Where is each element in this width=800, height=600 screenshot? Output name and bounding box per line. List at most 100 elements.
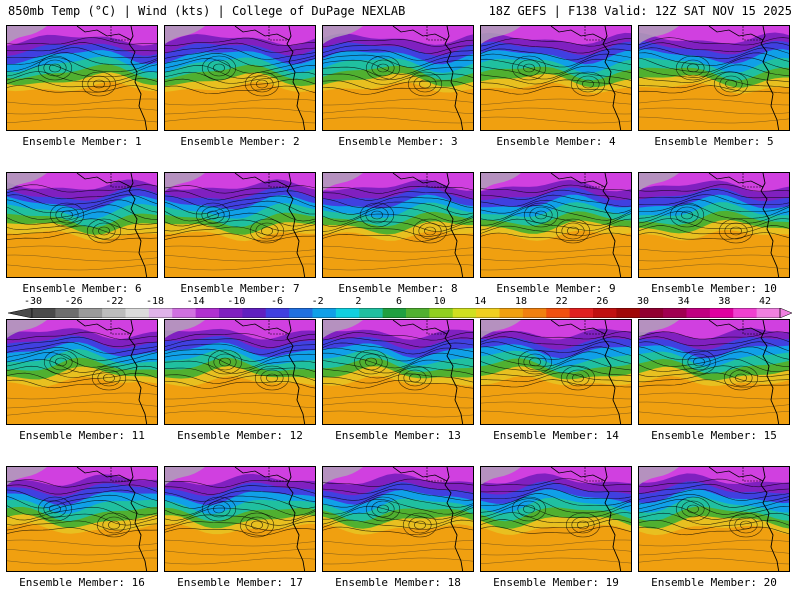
wind-contour [323,254,473,262]
wind-contour [323,380,473,389]
wind-contour [7,513,157,526]
wind-contour [639,98,789,106]
circulation-contour [250,75,274,93]
ensemble-map-panel [164,172,316,278]
wind-contour [481,488,631,500]
coastline [708,173,764,188]
circulation-contour [87,75,111,93]
wind-contour [7,204,157,220]
coastline [76,320,132,335]
colorbar-swatch [499,308,524,318]
wind-contour [481,194,631,207]
circulation-contour [687,353,711,371]
temperature-map [165,467,315,571]
wind-contour [481,526,631,534]
circulation-contour [730,226,742,236]
wind-contour [323,392,473,399]
colorbar-tick-label: -30 [23,296,43,307]
circulation-contour [576,75,600,93]
circulation-contour [93,79,105,89]
wind-contour [7,341,157,354]
political-border [742,173,763,188]
wind-contour [639,505,789,520]
polar-airmass [165,26,205,44]
circulation-contour [207,349,243,375]
wind-contour [165,507,315,521]
circulation-contour [669,202,705,228]
coastline [128,467,148,571]
wind-contour [7,484,157,495]
wind-contour [639,225,789,235]
coastline [550,173,606,188]
coastline [392,320,448,335]
colorbar-swatch [219,308,243,318]
wind-contour [7,549,157,556]
temperature-band [481,320,631,340]
wind-contour [481,199,631,214]
circulation-contour [414,520,426,530]
wind-contour [165,47,315,60]
circulation-contour [718,218,754,244]
circulation-contour [103,373,115,383]
colorbar-swatch [593,308,617,318]
wind-contour [481,107,631,115]
ensemble-map-panel [480,25,632,131]
coastline [392,26,448,41]
circulation-contour [37,55,73,81]
coastline [708,26,764,41]
circulation-contour [102,516,126,534]
wind-contour [323,227,473,237]
wind-contour [7,211,157,225]
ensemble-member-label: Ensemble Member: 20 [651,576,777,589]
wind-contour [165,116,315,124]
circulation-contour [687,63,699,73]
colorbar-swatch [335,308,360,318]
coastline [128,320,148,424]
wind-contour [639,85,789,94]
colorbar-arrow-right [779,308,792,318]
wind-contour [7,520,157,531]
wind-contour [323,59,473,75]
wind-contour [639,351,789,367]
circulation-contour [565,512,601,538]
ensemble-member-label: Ensemble Member: 18 [335,576,461,589]
wind-contour [165,255,315,262]
ensemble-map-panel [480,466,632,572]
circulation-contour [523,63,535,73]
wind-contour [481,189,631,200]
coastline [550,320,606,335]
temperature-map [639,467,789,571]
circulation-contour [43,59,67,77]
wind-contour [323,44,473,54]
wind-contour [323,196,473,208]
wind-contour [165,245,315,253]
ensemble-member-label: Ensemble Member: 14 [493,429,619,442]
circulation-contour [407,71,443,97]
polar-airmass [7,173,47,191]
circulation-contour [365,55,401,81]
wind-contour [323,185,473,194]
wind-contour [165,343,315,355]
colorbar-tick-label: -26 [64,296,83,307]
wind-contour [481,79,631,90]
wind-contour [481,392,631,400]
coastline [286,467,306,571]
wind-contour [481,331,631,340]
wind-contour [323,233,473,242]
ensemble-member-label: Ensemble Member: 4 [496,135,616,148]
circulation-contour [582,79,594,89]
coastline [550,26,606,41]
circulation-contour [49,63,61,73]
wind-contour [165,527,315,536]
colorbar-swatch [242,308,267,318]
wind-contour [639,331,789,340]
wind-contour [323,80,473,90]
wind-contour [639,78,789,89]
wind-contour [165,490,315,502]
wind-contour [481,478,631,486]
wind-contour [639,372,789,383]
circulation-contour [397,365,433,391]
circulation-contour [402,512,438,538]
wind-contour [165,263,315,271]
circulation-contour [261,226,273,236]
